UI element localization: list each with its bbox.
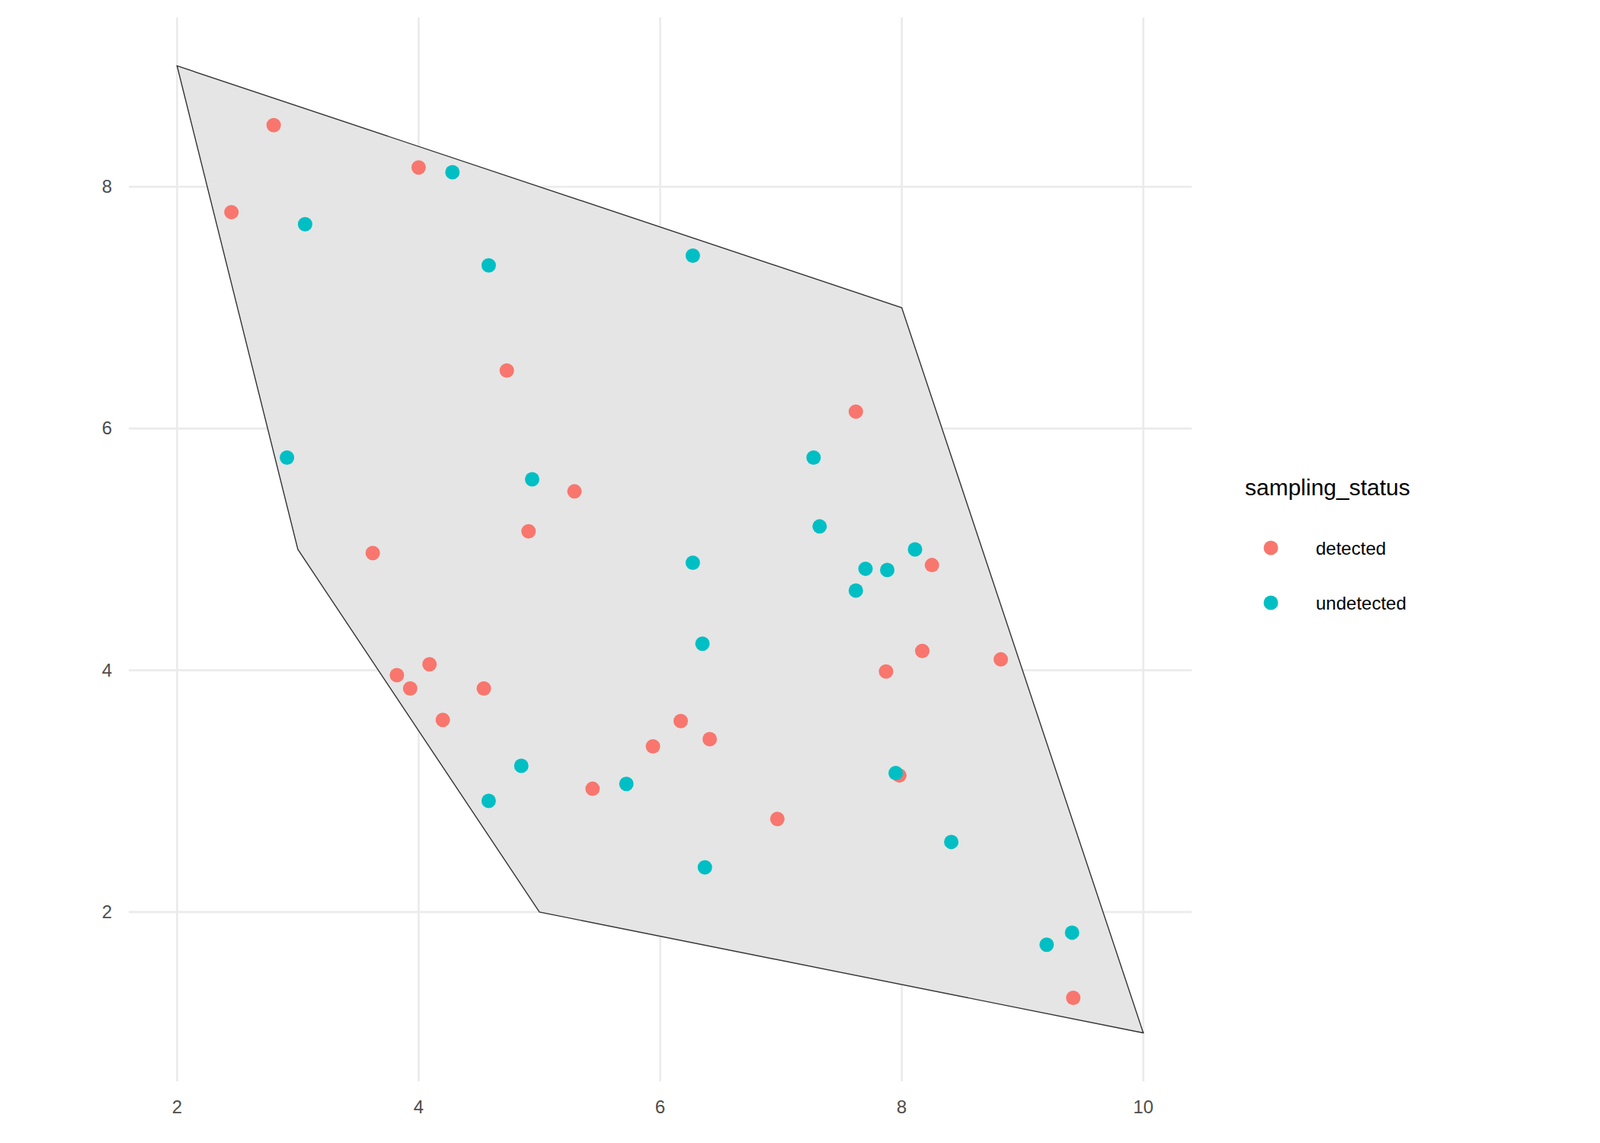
point: [389, 667, 404, 682]
plot-data: [176, 65, 1143, 1033]
legend-label: undetected: [1315, 592, 1407, 614]
point: [697, 860, 713, 875]
point: [585, 781, 600, 797]
point: [907, 542, 922, 557]
point: [848, 404, 864, 420]
point: [514, 758, 529, 773]
series-points: [224, 118, 1081, 1005]
point: [1065, 990, 1081, 1005]
point: [888, 765, 903, 781]
point: [435, 712, 451, 727]
legend-key: [1264, 595, 1279, 611]
point: [422, 656, 437, 672]
point: [924, 557, 940, 573]
point: [645, 739, 660, 754]
point: [481, 793, 496, 808]
grid: [128, 17, 1192, 1082]
point: [444, 165, 460, 180]
y-tick-label: 4: [102, 659, 112, 681]
point: [857, 561, 873, 576]
point: [499, 363, 515, 378]
point: [619, 776, 634, 791]
point: [566, 483, 582, 499]
x-tick-label: 8: [896, 1096, 907, 1117]
point: [279, 450, 295, 465]
legend-title: sampling_status: [1244, 474, 1411, 500]
point: [770, 811, 785, 826]
point: [365, 545, 381, 560]
point: [673, 713, 688, 729]
legend: sampling_status detected undetected: [1244, 474, 1411, 614]
point: [266, 118, 282, 133]
point: [521, 524, 536, 539]
point: [878, 664, 893, 679]
region-polygon: [176, 65, 1143, 1033]
legend-key: [1264, 540, 1279, 556]
point: [476, 681, 492, 696]
point: [685, 248, 701, 263]
legend-label: detected: [1315, 537, 1386, 559]
y-tick-label: 6: [102, 417, 112, 439]
y-tick-label: 2: [102, 901, 112, 922]
point: [812, 518, 827, 534]
point: [224, 204, 239, 220]
point: [694, 636, 710, 651]
point: [411, 160, 426, 175]
point: [403, 681, 418, 696]
point: [993, 652, 1008, 667]
y-tick-label: 8: [102, 176, 112, 197]
point: [702, 732, 717, 747]
point: [806, 450, 821, 465]
point: [481, 258, 496, 273]
chart: 2 4 6 8 10 2 4 6 8 sampling_status detected undetec…: [0, 0, 1600, 1143]
point: [524, 471, 540, 487]
point: [880, 562, 895, 577]
x-grid-line: [176, 17, 179, 1082]
x-tick-label: 2: [172, 1096, 183, 1117]
x-tick-label: 4: [413, 1096, 424, 1117]
x-grid-line: [1142, 17, 1145, 1082]
series-points: [279, 165, 1079, 953]
point: [1039, 937, 1054, 952]
x-tick-label: 6: [655, 1096, 666, 1117]
point: [1065, 924, 1080, 940]
point: [915, 643, 930, 659]
x-tick-label: 10: [1132, 1096, 1154, 1117]
point: [944, 834, 959, 849]
point: [685, 555, 701, 570]
point: [848, 582, 864, 598]
point: [297, 217, 313, 232]
